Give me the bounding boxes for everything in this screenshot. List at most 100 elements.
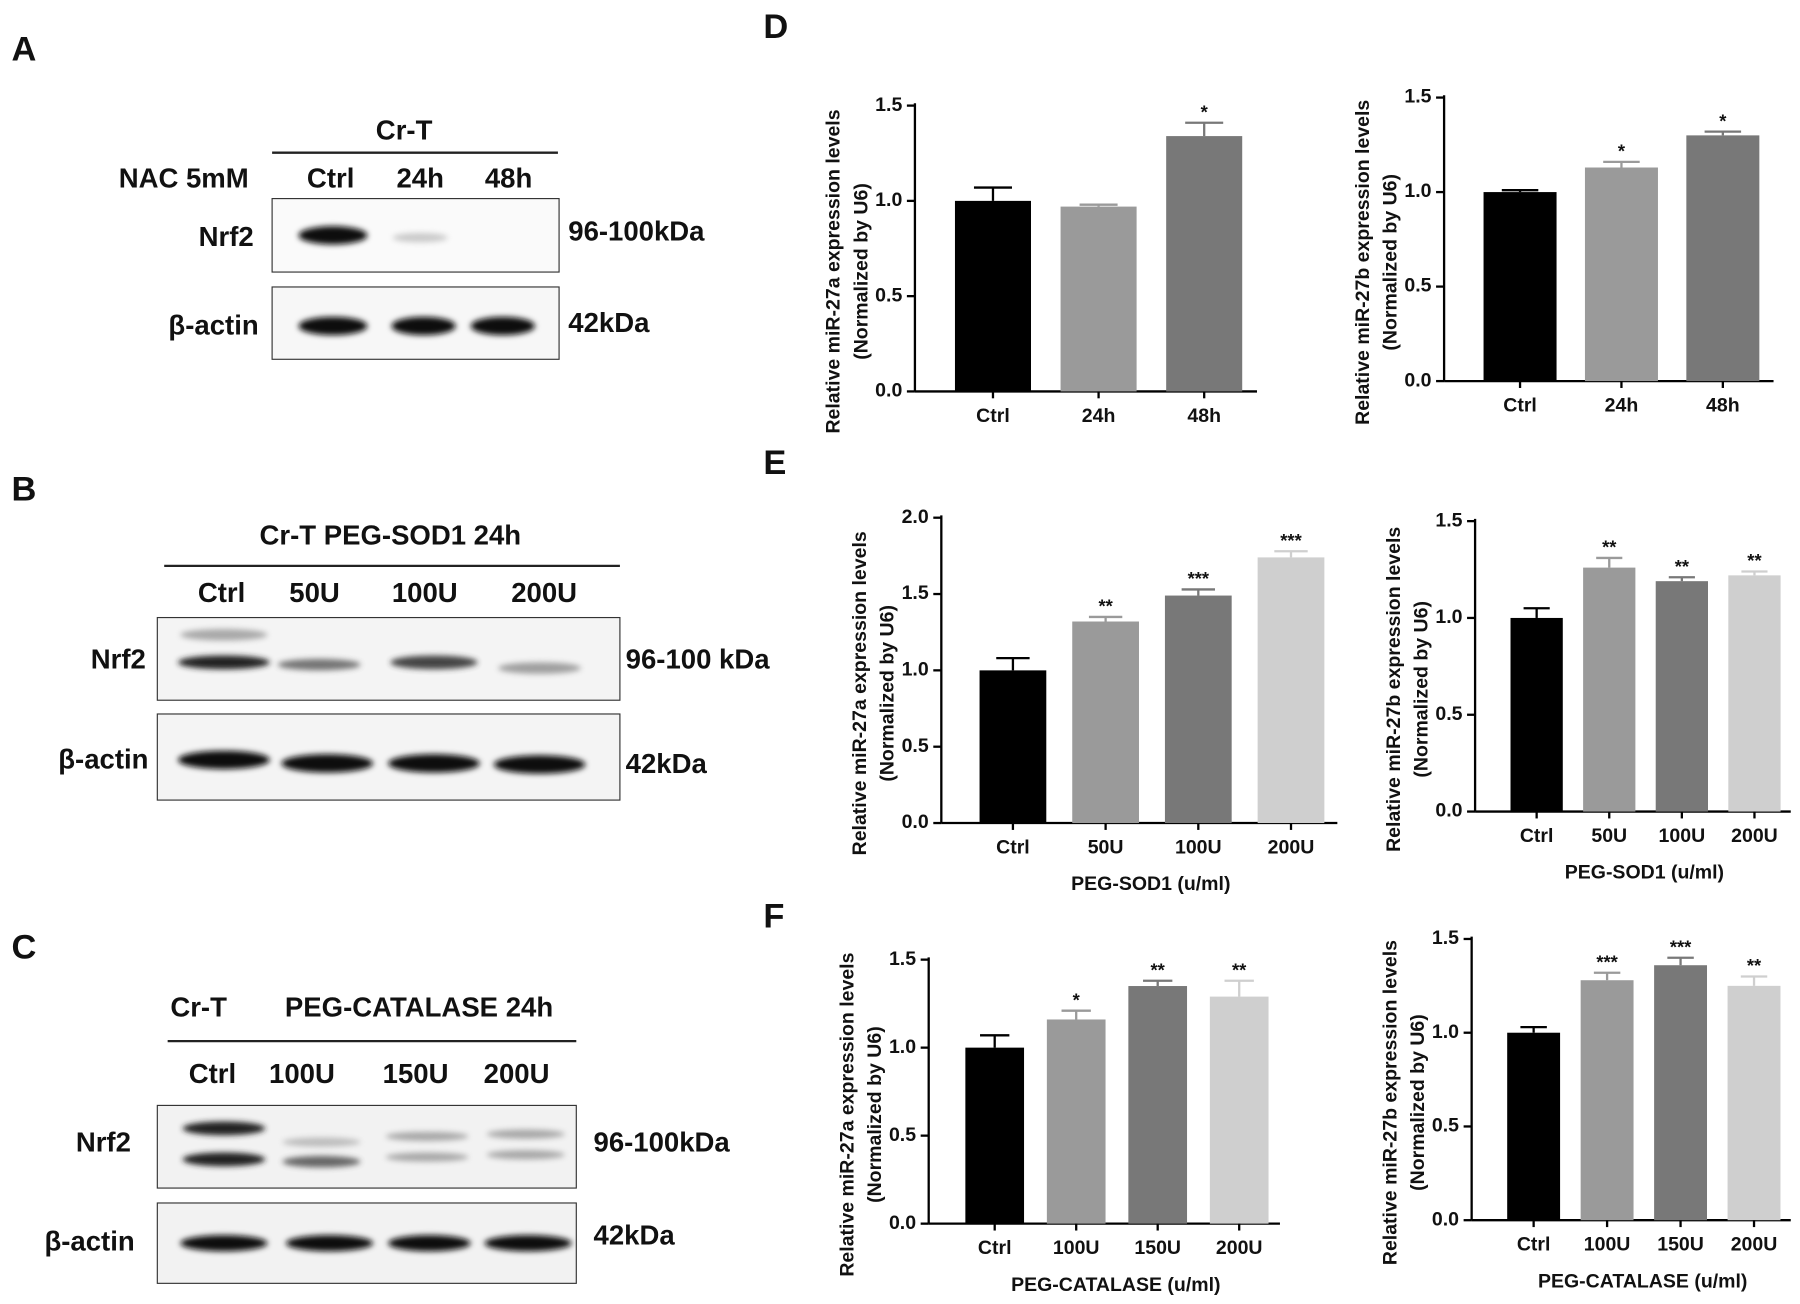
bar-chart: 0.0 0.5 1.0 1.5 Relative miR-27b expression …	[1383, 509, 1791, 884]
significance-label: **	[1675, 556, 1690, 577]
significance-label: *	[1618, 140, 1626, 161]
bar	[1072, 621, 1139, 824]
bar	[954, 200, 1031, 392]
y-axis-title: Relative miR-27b expression levels	[1352, 100, 1374, 425]
x-axis-title: PEG-SOD1 (u/ml)	[1071, 873, 1230, 895]
membrane	[156, 1104, 577, 1189]
panel-letter: C	[12, 928, 37, 966]
y-tick-label: 1.5	[1432, 927, 1459, 949]
y-axis-title: Relative miR-27b expression levels	[1383, 527, 1405, 852]
lane-label: 200U	[484, 1058, 550, 1089]
lane-label: 150U	[383, 1058, 449, 1089]
significance-label: **	[1151, 959, 1166, 980]
x-tick-label: Ctrl	[1517, 1234, 1551, 1256]
y-tick-label: 1.5	[1435, 509, 1462, 531]
bar	[1727, 985, 1781, 1221]
blot-b: Cr-T PEG-SOD1 24h Ctrl 50U 100U 200U Nrf…	[58, 519, 771, 801]
bar	[1209, 996, 1269, 1224]
lane-label: 50U	[289, 577, 340, 608]
y-tick-label: 2.0	[902, 506, 929, 528]
bar	[1164, 595, 1232, 824]
band	[498, 662, 581, 674]
significance-label: **	[1747, 550, 1762, 571]
panel-letter: A	[12, 31, 37, 69]
x-tick-label: 100U	[1584, 1234, 1631, 1256]
x-tick-label: 100U	[1659, 825, 1706, 847]
band	[277, 658, 361, 671]
x-tick-label: 24h	[1082, 405, 1116, 427]
lane-label: 100U	[392, 577, 458, 608]
bar	[965, 1047, 1025, 1224]
x-tick-label: Ctrl	[1503, 395, 1537, 417]
y-axis-title: (Normalized by U6)	[864, 1026, 886, 1203]
bar	[1584, 167, 1658, 382]
lane-label: 100U	[269, 1058, 335, 1089]
y-tick-label: 0.5	[1404, 275, 1431, 297]
significance-label: ***	[1188, 568, 1210, 589]
bar	[1580, 980, 1634, 1221]
band	[470, 316, 535, 336]
lane-label: Ctrl	[307, 162, 354, 193]
band	[388, 754, 480, 773]
bar	[1583, 567, 1636, 812]
x-axis-title: PEG-CATALASE (u/ml)	[1011, 1274, 1220, 1296]
bar	[979, 670, 1047, 824]
y-tick-label: 1.5	[889, 948, 916, 970]
lane-label: Ctrl	[198, 577, 245, 608]
size-label: 96-100 kDa	[626, 643, 771, 674]
band	[282, 1155, 361, 1168]
blot-header: Cr-T	[376, 114, 433, 145]
panel-letters: A B C D E F	[12, 8, 789, 967]
bar	[1654, 965, 1708, 1221]
y-tick-label: 0.0	[902, 811, 929, 833]
y-axis-title: Relative miR-27b expression levels	[1379, 940, 1401, 1265]
treatment: NAC 5mM	[119, 162, 249, 193]
band	[177, 655, 270, 670]
band	[182, 1121, 266, 1136]
band	[177, 750, 270, 770]
y-tick-label: 0.5	[902, 735, 929, 757]
panel-letter: F	[763, 897, 784, 935]
significance-label: **	[1747, 955, 1762, 976]
y-axis-title: (Normalized by U6)	[877, 605, 899, 782]
significance-label: *	[1719, 110, 1727, 131]
band	[484, 1235, 572, 1252]
y-tick-label: 0.0	[875, 380, 902, 402]
band	[486, 1129, 565, 1139]
bar	[1728, 575, 1781, 812]
size-label: 96-100kDa	[568, 215, 705, 246]
significance-label: *	[1073, 989, 1081, 1010]
band	[388, 1235, 471, 1252]
y-tick-label: 1.0	[1435, 606, 1462, 628]
significance-label: **	[1098, 596, 1113, 617]
x-tick-label: 50U	[1591, 825, 1627, 847]
band	[385, 1131, 469, 1141]
band	[493, 755, 586, 774]
bar	[1686, 135, 1760, 382]
panel-letter: E	[763, 444, 786, 482]
x-tick-label: Ctrl	[976, 405, 1010, 427]
bar-chart: 0.0 0.5 1.0 1.5 Relative miR-27b expression …	[1352, 86, 1774, 425]
x-tick-label: 100U	[1053, 1237, 1100, 1259]
y-axis-title: (Normalized by U6)	[1410, 601, 1432, 778]
y-axis-title: Relative miR-27a expression levels	[823, 109, 845, 433]
bar	[1483, 192, 1557, 382]
x-tick-label: 150U	[1657, 1234, 1704, 1256]
band	[281, 754, 374, 773]
y-tick-label: 1.0	[902, 659, 929, 681]
x-tick-label: 200U	[1268, 836, 1315, 858]
band	[390, 655, 478, 670]
band	[182, 1152, 266, 1167]
y-tick-label: 1.5	[1404, 86, 1431, 108]
band	[391, 316, 456, 336]
x-tick-label: 200U	[1731, 1234, 1778, 1256]
band	[486, 1150, 565, 1160]
x-tick-label: 200U	[1216, 1237, 1263, 1259]
size-label: 42kDa	[568, 307, 650, 338]
y-tick-label: 0.5	[875, 284, 902, 306]
bar-chart: 0.0 0.5 1.0 1.5 Relative miR-27b expression …	[1379, 927, 1791, 1292]
x-tick-label: 48h	[1706, 395, 1740, 417]
panel-letter: B	[12, 470, 37, 508]
blot-header: Cr-T PEG-SOD1 24h	[260, 519, 522, 550]
